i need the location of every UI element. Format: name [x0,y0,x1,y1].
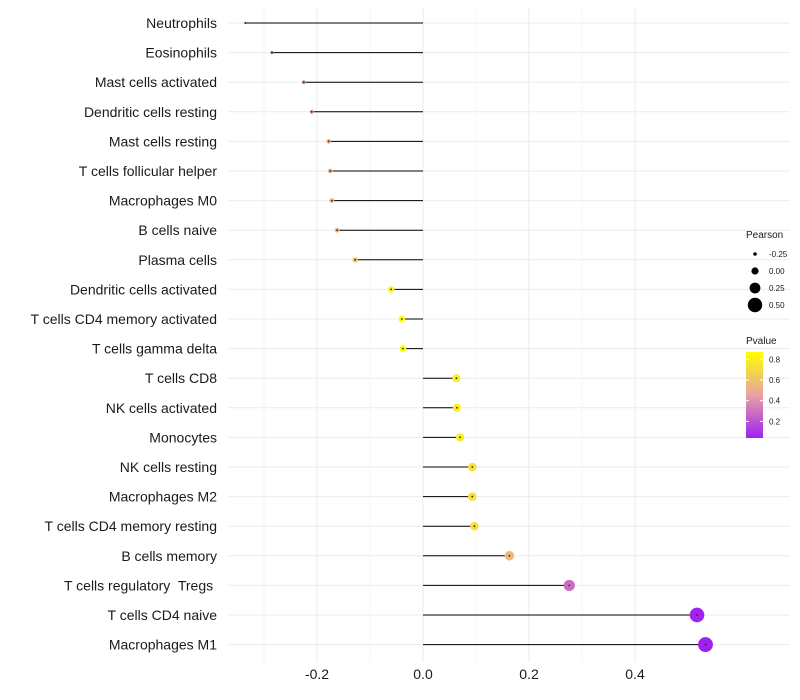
size-legend-label: 0.00 [769,267,785,276]
size-legend-label: -0.25 [769,250,788,259]
lollipop-point-center [330,199,333,202]
size-legend-label: 0.50 [769,301,785,310]
category-label: Plasma cells [138,252,217,268]
lollipop-point-center [704,643,707,646]
category-label: Dendritic cells activated [70,281,217,297]
lollipop-point-center [271,51,273,54]
lollipop-point-center [327,140,330,143]
category-label: B cells memory [121,548,217,564]
y-axis-labels: Neutrophils Eosinophils Mast cells activat… [31,15,218,653]
category-label: Macrophages M1 [109,637,217,653]
lollipop-point-center [336,229,339,232]
lollipop-point-center [354,258,357,261]
x-tick-label: 0.2 [519,666,539,682]
points [244,21,713,653]
lollipop-point-center [401,347,404,350]
size-legend-dot [747,297,763,313]
category-label: T cells follicular helper [79,163,218,179]
lollipop-point-center [473,525,476,528]
category-label: T cells CD4 memory resting [45,518,217,534]
category-label: Macrophages M0 [109,193,217,209]
lollipop-point-center [696,614,698,616]
lollipop-point-center [455,377,458,380]
pvalue-colorbar [746,352,763,438]
lollipop-point-center [390,288,393,291]
size-legend-items: -0.25 0.00 0.25 0.50 [747,250,788,313]
size-legend-dot [749,282,761,294]
x-tick-label: 0.0 [413,666,433,682]
category-label: Neutrophils [146,15,217,31]
color-legend-label: 0.6 [769,376,781,385]
category-label: Macrophages M2 [109,489,217,505]
lollipop-point-center [310,110,313,113]
lollipop-point-center [471,466,474,468]
lollipop-point-center [329,170,332,172]
size-legend-title: Pearson [746,230,783,241]
category-label: B cells naive [138,222,217,238]
lollipop-point-center [471,495,474,498]
category-label: T cells CD4 memory activated [31,311,217,327]
lollipop-point-center [456,406,458,409]
category-label: T cells regulatory Tregs [64,577,217,593]
color-legend-ticks: 0.2 0.4 0.6 0.8 [746,355,781,426]
category-label: Mast cells resting [109,133,217,149]
stems [245,22,706,646]
category-label: T cells CD4 naive [108,607,218,623]
lollipop-point-center [244,22,247,24]
lollipop-point-center [400,318,403,320]
lollipop-point-center [302,81,305,84]
legend: Pearson -0.250.000.250.50 Pvalue 0.20.40… [746,230,788,438]
x-tick-label: -0.2 [305,666,329,682]
color-legend-label: 0.4 [769,397,781,406]
color-legend-title: Pvalue [746,336,777,347]
category-label: Monocytes [149,429,217,445]
category-label: Mast cells activated [95,74,217,90]
size-legend-label: 0.25 [769,284,785,293]
lollipop-point-center [568,584,571,587]
grid [228,8,790,662]
x-tick-label: 0.4 [625,666,645,682]
lollipop-point-center [459,436,461,439]
category-label: T cells CD8 [145,370,217,386]
color-legend-label: 0.2 [769,417,781,426]
category-label: Eosinophils [145,45,217,61]
lollipop-point-center [508,554,511,557]
x-axis-ticks: -0.2 0.0 0.2 0.4 [305,666,645,682]
category-label: NK cells resting [120,459,217,475]
category-label: T cells gamma delta [92,341,217,357]
size-legend-dot [751,267,759,275]
category-label: NK cells activated [106,400,217,416]
size-legend-dot [753,252,757,256]
color-legend-label: 0.8 [769,355,781,364]
category-label: Dendritic cells resting [84,104,217,120]
